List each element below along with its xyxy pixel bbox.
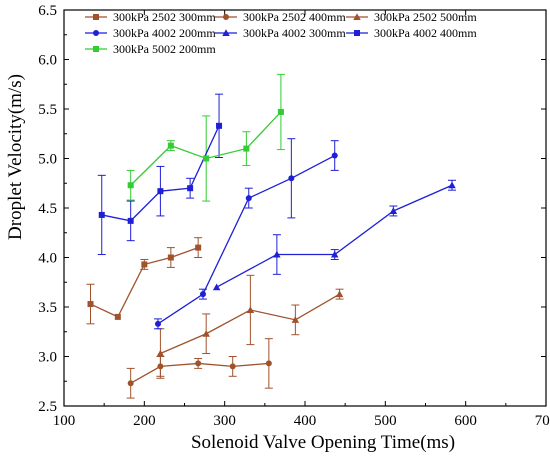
data-point (277, 108, 284, 115)
data-point (216, 122, 223, 129)
data-point (167, 142, 174, 149)
data-point (330, 250, 339, 258)
y-tick-label: 3.5 (38, 300, 57, 316)
data-point (243, 145, 250, 152)
data-point (212, 283, 221, 291)
legend-label: 300kPa 4002 400mm (374, 26, 477, 40)
y-tick-label: 6.0 (38, 53, 57, 69)
y-tick-label: 5.5 (38, 102, 57, 118)
data-point (141, 261, 148, 268)
x-tick-label: 400 (294, 413, 317, 429)
data-point (195, 244, 202, 251)
series-line (157, 154, 336, 325)
legend-label: 300kPa 2502 300mm (113, 10, 216, 24)
data-point (154, 320, 161, 327)
legend-label: 300kPa 4002 200mm (113, 26, 216, 40)
data-point (202, 329, 210, 337)
data-point (157, 188, 164, 195)
legend-label: 300kPa 4002 300mm (243, 26, 346, 40)
legend-marker (354, 30, 360, 36)
data-point (203, 155, 210, 162)
legend-label: 300kPa 2502 500mm (374, 10, 477, 24)
y-tick-label: 2.5 (38, 399, 57, 415)
data-point (167, 254, 174, 261)
legend-marker (223, 14, 229, 20)
data-point (156, 349, 165, 357)
y-tick-label: 5.0 (38, 152, 57, 168)
legend-marker (93, 30, 99, 36)
x-tick-label: 200 (133, 413, 156, 429)
series-line (130, 362, 269, 384)
data-point (195, 360, 202, 367)
data-point (273, 250, 281, 258)
legend-marker (353, 13, 361, 20)
data-point (127, 380, 134, 387)
data-point (114, 313, 121, 320)
data-point (331, 152, 338, 159)
data-point (127, 217, 134, 224)
x-tick-label: 500 (374, 413, 397, 429)
data-point (245, 195, 252, 202)
x-tick-label: 600 (454, 413, 477, 429)
series-line (90, 246, 199, 318)
y-axis-title: Droplet Velocity(m/s) (5, 74, 26, 240)
y-tick-label: 4.0 (38, 251, 57, 267)
data-point (87, 301, 94, 308)
data-point (157, 363, 164, 370)
x-tick-label: 100 (53, 413, 76, 429)
data-point (127, 182, 134, 189)
data-point (187, 185, 194, 192)
y-tick-label: 6.5 (38, 3, 57, 19)
data-point (199, 291, 206, 298)
series-line (216, 184, 453, 288)
data-point (265, 360, 272, 367)
legend-marker (93, 46, 99, 52)
data-point (98, 211, 105, 218)
plot-area-frame (63, 9, 547, 407)
data-point (288, 175, 295, 182)
data-point (448, 181, 456, 189)
legend-marker (93, 14, 99, 20)
data-point (291, 316, 300, 323)
x-tick-label: 300 (213, 413, 236, 429)
data-point (246, 306, 255, 313)
legend-label: 300kPa 5002 200mm (113, 42, 216, 56)
legend-marker (222, 29, 230, 36)
y-tick-label: 4.5 (38, 201, 57, 217)
data-point (389, 207, 398, 214)
data-point (335, 290, 344, 298)
x-axis-title: Solenoid Valve Opening Time(ms) (191, 432, 455, 453)
y-tick-label: 3.0 (38, 350, 57, 366)
data-point (229, 363, 236, 370)
legend-label: 300kPa 2502 400mm (243, 10, 346, 24)
x-tick-label: 700 (535, 413, 550, 429)
